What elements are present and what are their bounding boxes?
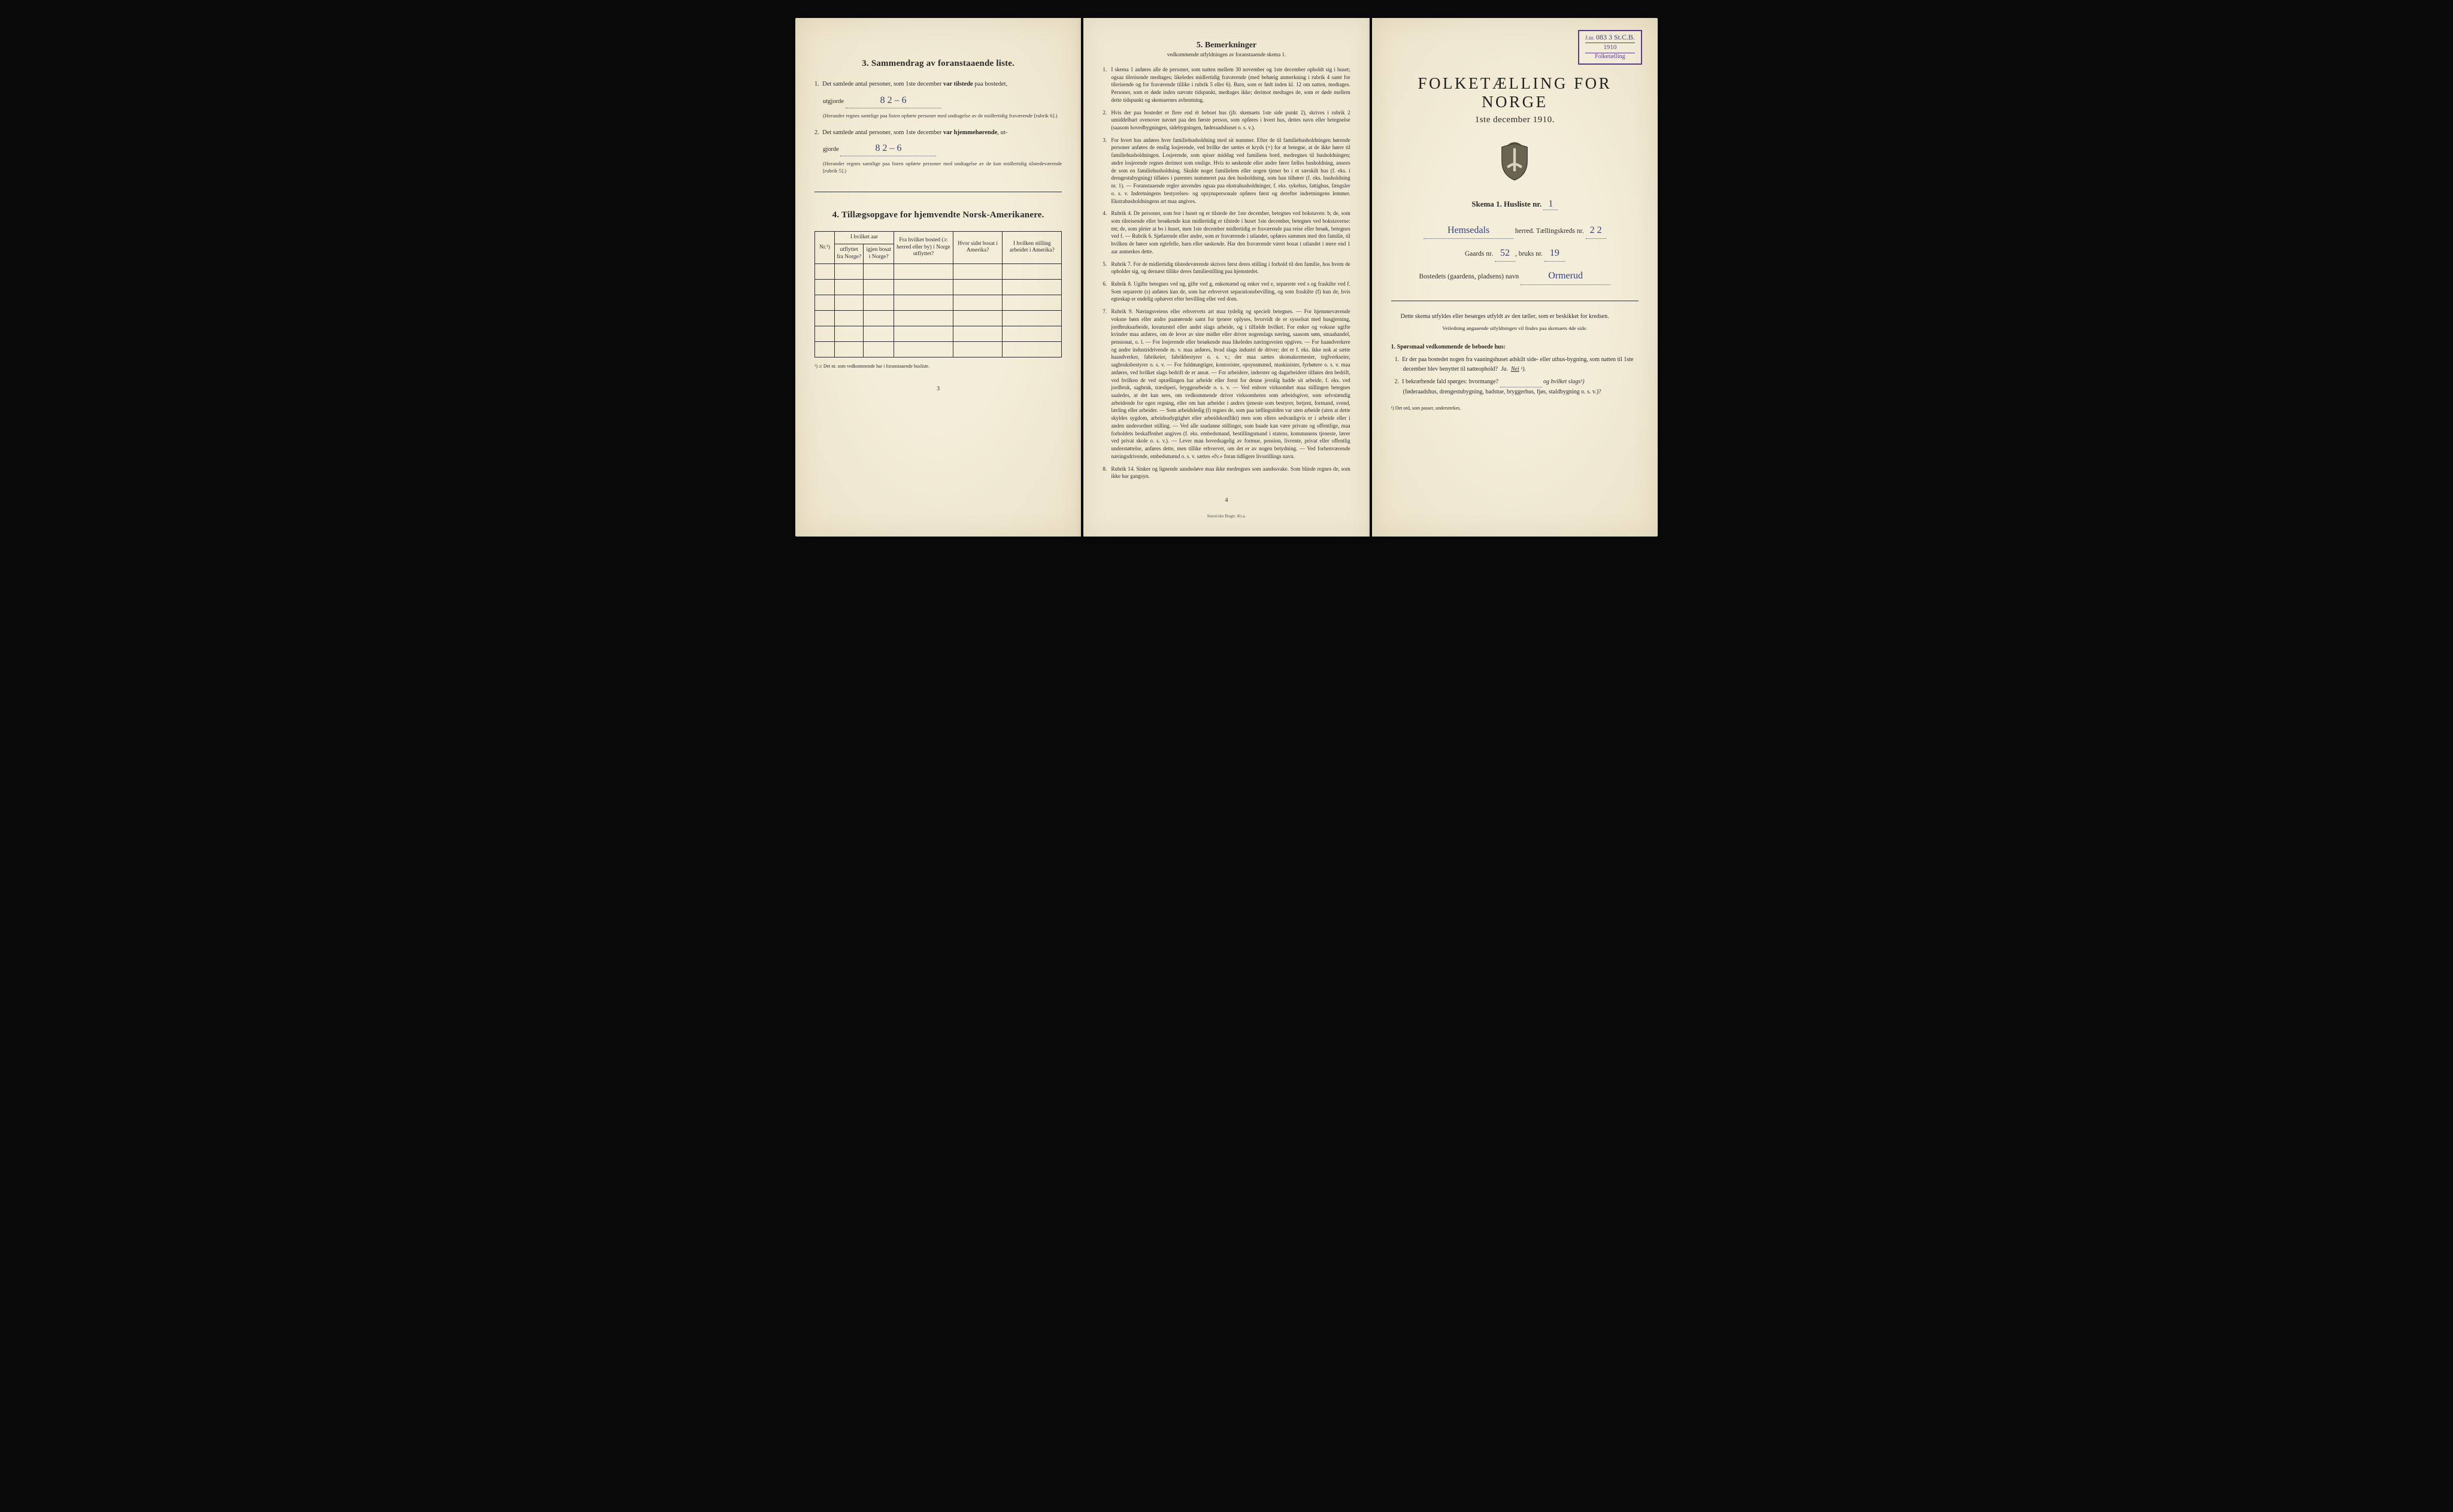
gaard-label-a: Gaards nr. xyxy=(1465,250,1493,257)
q2-blank xyxy=(1500,377,1542,387)
skema-line: Skema 1. Husliste nr. 1 xyxy=(1391,199,1639,210)
remark-8: Rubrik 14. Sinker og lignende aandssløve… xyxy=(1103,465,1350,480)
i1-tb: paa bostedet, xyxy=(973,81,1007,87)
item-1: 1. Det samlede antal personer, som 1ste … xyxy=(814,80,1062,89)
printer-mark: Steen'ske Bogtr. Kr.a. xyxy=(1103,513,1350,519)
i2-lbl: gjorde xyxy=(823,146,839,153)
page-number-4: 4 xyxy=(1103,497,1350,504)
q2c: (føderaadshus, drengestubygning, badstue… xyxy=(1403,389,1601,395)
coat-of-arms-icon xyxy=(1391,142,1639,184)
instructions: Dette skema utfyldes eller besørges utfy… xyxy=(1391,312,1639,413)
remark-4: Rubrik 4. De personer, som bor i huset o… xyxy=(1103,210,1350,255)
item-1-note: (Herunder regnes samtlige paa listen opf… xyxy=(814,113,1062,120)
skema-label: Skema 1. Husliste nr. xyxy=(1471,199,1542,208)
page-number-3: 3 xyxy=(814,386,1062,392)
q2b: og hvilket slags¹) xyxy=(1543,378,1585,385)
instr-lead: Dette skema utfyldes eller besørges utfy… xyxy=(1391,312,1639,322)
stamp-jnr: J.nr. 083 3 St.C.B. xyxy=(1585,33,1635,43)
table-row xyxy=(815,295,1062,310)
table-row xyxy=(815,263,1062,279)
remark-2: Hvis der paa bostedet er flere end ét be… xyxy=(1103,109,1350,132)
remarks-sub: vedkommende utfyldningen av foranstaaend… xyxy=(1103,51,1350,57)
section-3-body: 1. Det samlede antal personer, som 1ste … xyxy=(814,80,1062,175)
col-utflyttet: utflyttet fra Norge? xyxy=(834,244,863,264)
gaard-label-b: bruks nr. xyxy=(1519,250,1543,257)
section-4-title: 4. Tillægsopgave for hjemvendte Norsk-Am… xyxy=(814,210,1062,220)
bosted-label: Bostedets (gaardens, pladsens) navn xyxy=(1419,273,1519,280)
section-3-title: 3. Sammendrag av foranstaaende liste. xyxy=(814,59,1062,69)
registration-stamp: J.nr. 083 3 St.C.B. 1910 Folketælling xyxy=(1578,30,1642,65)
page-1-cover: J.nr. 083 3 St.C.B. 1910 Folketælling FO… xyxy=(1372,18,1658,537)
instr-sub: Veiledning angaaende utfyldningen vil fi… xyxy=(1391,325,1639,333)
bosted-line: Bostedets (gaardens, pladsens) navn Orme… xyxy=(1391,268,1639,284)
item-2-note: (Herunder regnes samtlige paa listen opf… xyxy=(814,160,1062,175)
herred-value: Hemsedals xyxy=(1424,222,1513,239)
question-2: 2. I bekræftende fald spørges: hvormange… xyxy=(1391,377,1639,396)
three-page-spread: 3. Sammendrag av foranstaaende liste. 1.… xyxy=(795,18,1658,537)
bosted-value: Ormerud xyxy=(1521,268,1610,284)
remark-7: Rubrik 9. Næringsveiens eller erhvervets… xyxy=(1103,308,1350,460)
remark-1: I skema 1 anføres alle de personer, som … xyxy=(1103,66,1350,104)
skema-value: 1 xyxy=(1543,199,1558,210)
col-nr: Nr.¹) xyxy=(815,232,835,264)
q2a: I bekræftende fald spørges: hvormange? xyxy=(1402,378,1498,385)
gaard-line: Gaards nr. 52, bruks nr. 19 xyxy=(1391,245,1639,262)
col-aar-group: I hvilket aar xyxy=(834,232,894,244)
stamp-year: 1910 xyxy=(1585,43,1635,53)
census-title: FOLKETÆLLING FOR NORGE xyxy=(1391,74,1639,111)
col-igjen-bosat: igjen bosat i Norge? xyxy=(864,244,894,264)
i2-value: 8 2 – 6 xyxy=(840,141,936,156)
i1-value: 8 2 – 6 xyxy=(846,93,941,108)
table-row xyxy=(815,279,1062,295)
page-4: 5. Bemerkninger vedkommende utfyldningen… xyxy=(1083,18,1369,537)
answer-ja: Ja. xyxy=(1501,366,1508,372)
remarks-list: I skema 1 anføres alle de personer, som … xyxy=(1103,66,1350,480)
i1-bold: var tilstede xyxy=(943,81,973,87)
answer-nei-sup: ¹). xyxy=(1519,366,1526,372)
table-row xyxy=(815,326,1062,341)
kreds-value: 2 2 xyxy=(1586,222,1606,239)
cover-footnote: ¹) Det ord, som passer, understrekes. xyxy=(1391,405,1639,412)
table-row xyxy=(815,310,1062,326)
item-1-value-line: utgjorde 8 2 – 6 xyxy=(814,93,1062,108)
answer-nei: Nei xyxy=(1511,366,1519,372)
stamp-jnr-value: 083 3 St.C.B. xyxy=(1596,33,1635,41)
census-date: 1ste december 1910. xyxy=(1391,115,1639,125)
gaard-val-a: 52 xyxy=(1495,245,1515,262)
page-3: 3. Sammendrag av foranstaaende liste. 1.… xyxy=(795,18,1081,537)
item-2-value-line: gjorde 8 2 – 6 xyxy=(814,141,1062,156)
gaard-val-b: 19 xyxy=(1545,245,1565,262)
question-1: 1. Er der paa bostedet nogen fra vaaning… xyxy=(1391,355,1639,374)
i2-tb: , ut- xyxy=(997,129,1007,136)
table-body xyxy=(815,263,1062,357)
i1-ta: Det samlede antal personer, som 1ste dec… xyxy=(822,81,943,87)
remark-5: Rubrik 7. For de midlertidig tilstedevær… xyxy=(1103,260,1350,275)
stamp-bottom: Folketælling xyxy=(1585,53,1635,61)
remark-3: For hvert hus anføres hver familiehushol… xyxy=(1103,137,1350,205)
i2-bold: var hjemmehørende xyxy=(943,129,997,136)
stamp-jnr-label: J.nr. xyxy=(1585,35,1595,41)
remark-6: Rubrik 8. Ugifte betegnes ved ug, gifte … xyxy=(1103,280,1350,303)
item-2: 2. Det samlede antal personer, som 1ste … xyxy=(814,128,1062,138)
i2-ta: Det samlede antal personer, som 1ste dec… xyxy=(822,129,943,136)
remarks-title: 5. Bemerkninger xyxy=(1103,41,1350,50)
table-row xyxy=(815,341,1062,357)
herred-suffix: herred. Tællingskreds nr. xyxy=(1515,228,1584,235)
col-stilling: I hvilken stilling arbeidet i Amerika? xyxy=(1003,232,1062,264)
q-heading: 1. Spørsmaal vedkommende de beboede hus: xyxy=(1391,344,1506,350)
norsk-amerikanere-table: Nr.¹) I hvilket aar Fra hvilket bosted (… xyxy=(814,231,1062,357)
col-sidst-bosat: Hvor sidst bosat i Amerika? xyxy=(953,232,1002,264)
table-footnote: ¹) ɔ: Det nr. som vedkommende har i fora… xyxy=(814,363,1062,369)
herred-line: Hemsedals herred. Tællingskreds nr. 2 2 xyxy=(1391,222,1639,239)
i1-lbl: utgjorde xyxy=(823,98,844,105)
col-fra-bosted: Fra hvilket bosted (ɔ: herred eller by) … xyxy=(894,232,953,264)
